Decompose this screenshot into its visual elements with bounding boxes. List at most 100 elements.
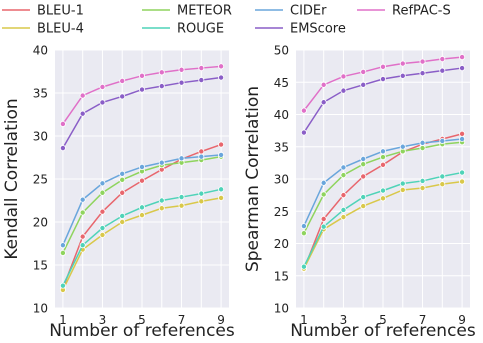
series-rouge [59, 186, 225, 289]
data-point [198, 148, 205, 155]
data-point [419, 145, 426, 152]
y-tick-label: 30 [274, 173, 289, 187]
y-tick-label: 10 [274, 302, 289, 316]
y-tick-label: 10 [33, 302, 48, 316]
y-tick-label: 20 [33, 216, 48, 230]
data-point [340, 206, 347, 213]
data-point [59, 145, 66, 152]
x-axis-label: Number of references [290, 321, 476, 341]
legend-label: CIDEr [290, 4, 327, 19]
x-tick-label: 9 [217, 313, 225, 327]
data-point [340, 164, 347, 171]
data-point [79, 209, 86, 216]
series-meteor [300, 139, 466, 237]
data-point [79, 233, 86, 240]
x-axis-label: Number of references [49, 321, 235, 341]
data-point [360, 203, 367, 210]
data-point [459, 169, 466, 176]
data-point [379, 161, 386, 168]
data-point [79, 196, 86, 203]
y-tick-label: 50 [274, 44, 289, 58]
data-point [198, 153, 205, 160]
data-point [399, 72, 406, 79]
legend-item-bleu-4: BLEU-4 [2, 22, 84, 37]
data-point [99, 208, 106, 215]
data-point [300, 107, 307, 114]
data-point [218, 63, 225, 70]
x-tick-label: 5 [138, 313, 146, 327]
data-point [419, 58, 426, 65]
data-point [158, 69, 165, 76]
data-point [79, 110, 86, 117]
data-point [439, 137, 446, 144]
data-point [419, 185, 426, 192]
data-point [99, 189, 106, 196]
data-point [419, 177, 426, 184]
data-point [340, 172, 347, 179]
legend-label: ROUGE [177, 22, 224, 37]
data-point [138, 212, 145, 219]
data-point [119, 218, 126, 225]
series-refpac-s [59, 63, 225, 127]
x-tick-label: 7 [419, 313, 427, 327]
y-tick-label: 15 [274, 269, 289, 283]
y-axis-label: Kendall Correlation [2, 98, 22, 259]
data-point [218, 74, 225, 81]
data-point [218, 194, 225, 201]
data-point [198, 65, 205, 72]
legend-label: METEOR [177, 4, 232, 19]
data-point [300, 223, 307, 230]
data-point [158, 197, 165, 204]
data-point [79, 242, 86, 249]
data-point [459, 178, 466, 185]
data-point [119, 189, 126, 196]
data-point [320, 223, 327, 230]
data-point [340, 214, 347, 221]
legend-item-meteor: METEOR [142, 4, 232, 19]
legend-item-cider: CIDEr [255, 4, 327, 19]
data-point [320, 215, 327, 222]
data-point [218, 186, 225, 193]
data-point [360, 194, 367, 201]
data-point [218, 151, 225, 158]
data-point [138, 72, 145, 79]
data-point [119, 77, 126, 84]
x-tick-label: 3 [340, 313, 348, 327]
data-point [459, 130, 466, 137]
data-point [138, 177, 145, 184]
data-point [340, 87, 347, 94]
data-point [360, 68, 367, 75]
y-tick-label: 35 [33, 87, 48, 101]
data-point [178, 155, 185, 162]
y-tick-label: 25 [33, 173, 48, 187]
data-point [439, 67, 446, 74]
series-rouge [300, 169, 466, 270]
legend-label: RefPAC-S [392, 4, 451, 19]
data-point [178, 202, 185, 209]
data-point [198, 198, 205, 205]
data-point [320, 81, 327, 88]
data-point [99, 225, 106, 232]
data-point [178, 194, 185, 201]
data-point [158, 83, 165, 90]
x-tick-label: 1 [300, 313, 308, 327]
data-point [300, 230, 307, 237]
data-point [399, 180, 406, 187]
data-point [340, 73, 347, 80]
data-point [320, 99, 327, 106]
legend-item-rouge: ROUGE [142, 22, 224, 37]
data-point [459, 65, 466, 72]
data-point [218, 141, 225, 148]
y-tick-label: 25 [274, 205, 289, 219]
data-point [379, 195, 386, 202]
data-point [360, 173, 367, 180]
x-tick-label: 5 [379, 313, 387, 327]
data-point [99, 83, 106, 90]
data-point [198, 190, 205, 197]
y-tick-label: 45 [274, 76, 289, 90]
data-point [320, 191, 327, 198]
series-emscore [300, 65, 466, 136]
